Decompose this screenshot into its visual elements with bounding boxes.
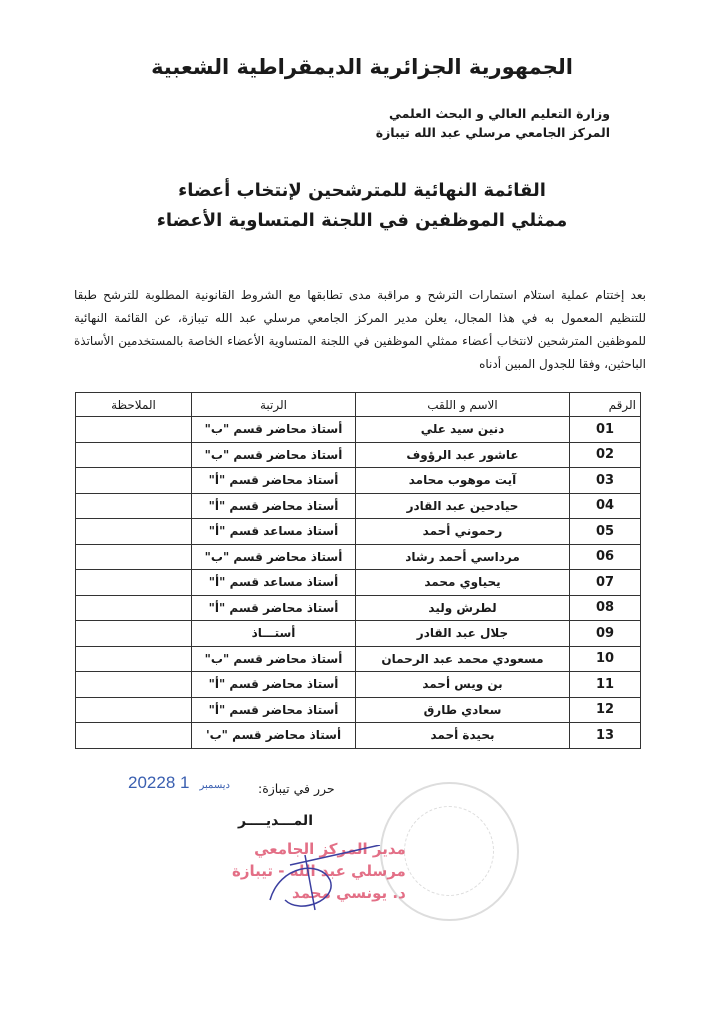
date-month: ديسمبر <box>199 780 230 791</box>
row-rank: أستاذ محاضر قسم "أ" <box>191 492 356 519</box>
row-name: يحياوي محمد <box>355 569 570 596</box>
header-notes: الملاحظة <box>75 392 192 417</box>
row-notes <box>75 518 192 545</box>
row-rank: أستاذ محاضر قسم "ب" <box>191 416 356 443</box>
row-name: مرداسي أحمد رشاد <box>355 543 570 570</box>
row-rank: أستاذ محاضر قسم "ب" <box>191 645 356 672</box>
table-row: 05 رحموني أحمد أستاذ مساعد قسم "أ" <box>75 518 641 545</box>
date-day: 1 8 <box>165 773 190 792</box>
candidates-table: الرقم الاسم و اللقب الرتبة الملاحظة 01 دن… <box>75 392 641 749</box>
row-notes <box>75 671 192 698</box>
header-number: الرقم <box>569 392 641 417</box>
table-row: 12 سعادي طارق أستاذ محاضر قسم "أ" <box>75 696 641 723</box>
row-name: جلال عبد القادر <box>355 620 570 647</box>
director-stamp: مدير المركز الجامعي مرسلي عبد الله - تيب… <box>232 838 406 904</box>
row-notes <box>75 645 192 672</box>
row-number: 13 <box>569 722 641 749</box>
table-row: 02 عاشور عبد الرؤوف أستاذ محاضر قسم "ب" <box>75 441 641 468</box>
table-row: 04 حيادحين عبد القادر أستاذ محاضر قسم "أ" <box>75 492 641 519</box>
stamp-line: مرسلي عبد الله - تيبازة <box>232 862 406 880</box>
row-number: 12 <box>569 696 641 723</box>
table-row: 10 مسعودي محمد عبد الرحمان أستاذ محاضر قسم… <box>75 645 641 672</box>
row-number: 03 <box>569 467 641 494</box>
row-rank: أستاذ محاضر قسم "ب" <box>191 441 356 468</box>
row-notes <box>75 441 192 468</box>
row-name: بن ويس أحمد <box>355 671 570 698</box>
document-title: القائمة النهائية للمترشحين لإنتخاب أعضاء… <box>0 176 724 236</box>
row-notes <box>75 569 192 596</box>
row-name: سعادي طارق <box>355 696 570 723</box>
row-name: دنين سيد علي <box>355 416 570 443</box>
row-rank: أستـــاذ <box>191 620 356 647</box>
table-row: 13 بحيدة أحمد أستاذ محاضر قسم "ب' <box>75 722 641 749</box>
row-name: عاشور عبد الرؤوف <box>355 441 570 468</box>
date-label: حرر في تيبازة: <box>258 781 335 796</box>
body-paragraph: بعد إختتام عملية استلام استمارات الترشح … <box>74 288 646 371</box>
row-rank: أستاذ محاضر قسم "ب" <box>191 543 356 570</box>
row-notes <box>75 416 192 443</box>
signature <box>269 845 381 911</box>
official-seal <box>380 782 519 921</box>
row-notes <box>75 722 192 749</box>
row-notes <box>75 620 192 647</box>
title-line-1: القائمة النهائية للمترشحين لإنتخاب أعضاء <box>178 180 546 201</box>
row-number: 01 <box>569 416 641 443</box>
row-notes <box>75 696 192 723</box>
header-name: الاسم و اللقب <box>355 392 570 417</box>
ministry-name: وزارة التعليم العالي و البحث العلمي <box>388 106 610 121</box>
handwritten-date: 2022 ديسمبر 1 8 <box>128 773 240 793</box>
row-rank: أستاذ محاضر قسم "أ" <box>191 696 356 723</box>
signatory-title: المـــديــــر <box>238 813 313 829</box>
table-row: 01 دنين سيد علي أستاذ محاضر قسم "ب" <box>75 416 641 443</box>
row-number: 11 <box>569 671 641 698</box>
row-notes <box>75 467 192 494</box>
row-number: 06 <box>569 543 641 570</box>
row-rank: أستاذ محاضر قسم "أ" <box>191 671 356 698</box>
row-rank: أستاذ مساعد قسم "أ" <box>191 518 356 545</box>
table-header-row: الرقم الاسم و اللقب الرتبة الملاحظة <box>75 392 641 417</box>
row-name: لطرش وليد <box>355 594 570 621</box>
date-year: 2022 <box>128 773 166 792</box>
row-number: 05 <box>569 518 641 545</box>
stamp-line: د. يونسي محمد <box>292 884 406 902</box>
institution-name: المركز الجامعي مرسلي عبد الله تيبازة <box>375 125 610 140</box>
table-row: 08 لطرش وليد أستاذ محاضر قسم "أ" <box>75 594 641 621</box>
row-notes <box>75 492 192 519</box>
row-rank: أستاذ محاضر قسم "أ" <box>191 594 356 621</box>
row-notes <box>75 543 192 570</box>
row-name: حيادحين عبد القادر <box>355 492 570 519</box>
row-rank: أستاذ محاضر قسم "ب' <box>191 722 356 749</box>
row-number: 09 <box>569 620 641 647</box>
row-name: مسعودي محمد عبد الرحمان <box>355 645 570 672</box>
row-notes <box>75 594 192 621</box>
table-row: 09 جلال عبد القادر أستـــاذ <box>75 620 641 647</box>
row-name: بحيدة أحمد <box>355 722 570 749</box>
ministry-block: وزارة التعليم العالي و البحث العلمي المر… <box>376 104 610 142</box>
republic-header: الجمهورية الجزائرية الديمقراطية الشعبية <box>151 55 573 79</box>
table-row: 06 مرداسي أحمد رشاد أستاذ محاضر قسم "ب" <box>75 543 641 570</box>
row-name: رحموني أحمد <box>355 518 570 545</box>
stamp-line: مدير المركز الجامعي <box>254 840 406 858</box>
row-number: 04 <box>569 492 641 519</box>
row-rank: أستاذ محاضر قسم "أ" <box>191 467 356 494</box>
row-rank: أستاذ مساعد قسم "أ" <box>191 569 356 596</box>
row-name: آيت موهوب محامد <box>355 467 570 494</box>
row-number: 07 <box>569 569 641 596</box>
header-rank: الرتبة <box>191 392 356 417</box>
title-line-2: ممثلي الموظفين في اللجنة المتساوية الأعض… <box>156 210 568 231</box>
table-row: 07 يحياوي محمد أستاذ مساعد قسم "أ" <box>75 569 641 596</box>
table-row: 11 بن ويس أحمد أستاذ محاضر قسم "أ" <box>75 671 641 698</box>
row-number: 08 <box>569 594 641 621</box>
row-number: 02 <box>569 441 641 468</box>
row-number: 10 <box>569 645 641 672</box>
table-row: 03 آيت موهوب محامد أستاذ محاضر قسم "أ" <box>75 467 641 494</box>
